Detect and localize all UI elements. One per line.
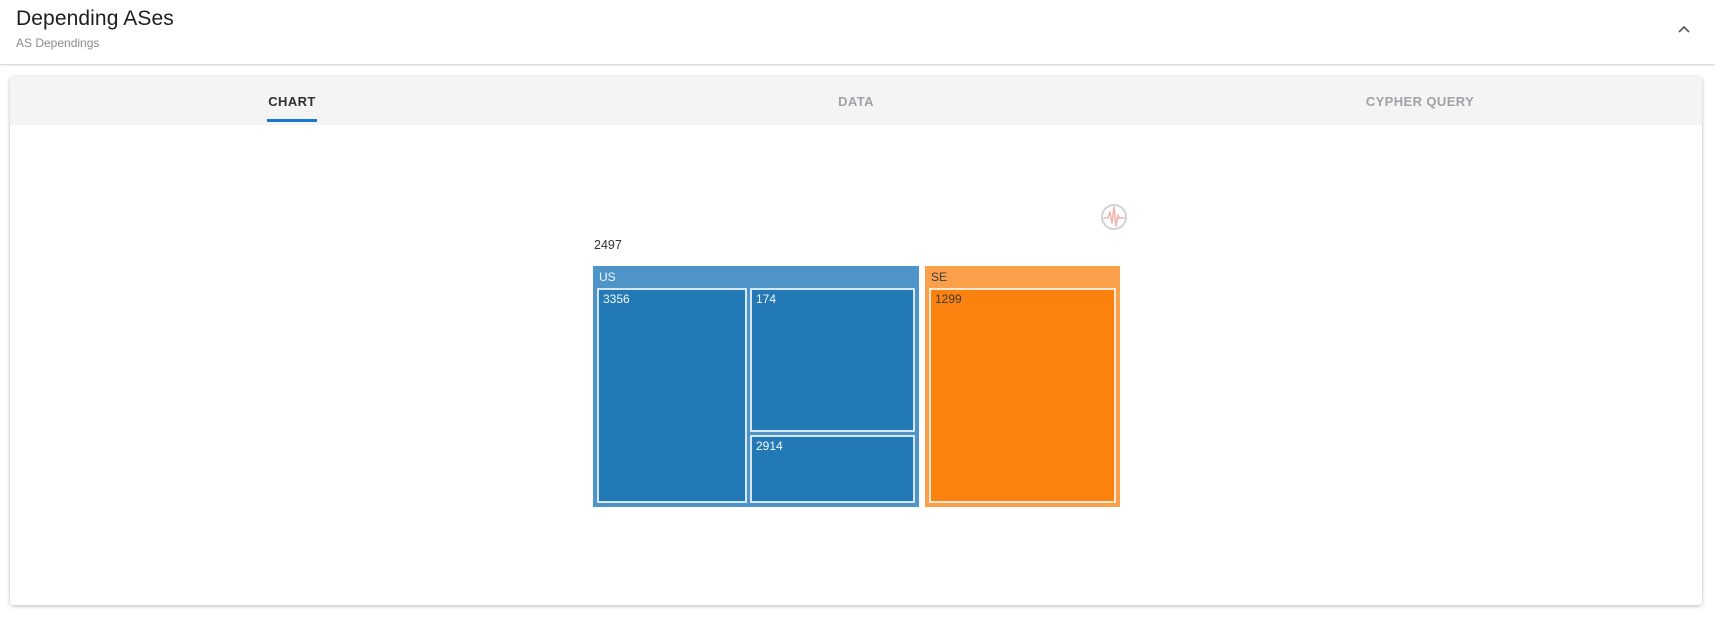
tab-chart-label: CHART [267, 77, 317, 122]
treemap-cell-3356-label: 3356 [603, 292, 630, 306]
tab-data[interactable]: DATA [574, 77, 1138, 125]
tab-bar: CHART DATA CYPHER QUERY [10, 77, 1702, 125]
chart-area: 2497 US 3356 174 2914 SE 1299 [10, 125, 1702, 605]
page-title: Depending ASes [16, 7, 174, 30]
chevron-up-icon [1676, 22, 1692, 43]
collapse-button[interactable] [1671, 19, 1697, 45]
treemap-cell-174-label: 174 [756, 292, 777, 306]
report-card: CHART DATA CYPHER QUERY 2497 US 3356 [10, 77, 1702, 605]
treemap-cell-1299-label: 1299 [935, 292, 962, 306]
tab-cypher-query[interactable]: CYPHER QUERY [1138, 77, 1702, 125]
tab-data-label: DATA [838, 94, 874, 109]
treemap-cell-3356[interactable]: 3356 [597, 288, 747, 503]
activity-pulse-icon [1100, 203, 1128, 231]
treemap-chart: US 3356 174 2914 SE 1299 [593, 266, 1120, 507]
treemap-group-se-label: SE [931, 270, 948, 284]
treemap-cell-2914-label: 2914 [756, 439, 783, 453]
treemap-cell-2914[interactable]: 2914 [750, 435, 915, 503]
treemap-group-us-label: US [599, 270, 616, 284]
tab-chart[interactable]: CHART [10, 77, 574, 125]
treemap-group-us[interactable]: US 3356 174 2914 [593, 266, 919, 507]
treemap-cell-174[interactable]: 174 [750, 288, 915, 432]
treemap-group-se[interactable]: SE 1299 [925, 266, 1120, 507]
tab-cypher-query-label: CYPHER QUERY [1365, 94, 1475, 109]
treemap-root-label: 2497 [594, 238, 622, 252]
page-subtitle: AS Dependings [16, 36, 100, 50]
report-header: Depending ASes AS Dependings [0, 0, 1715, 65]
treemap-cell-1299[interactable]: 1299 [929, 288, 1116, 503]
